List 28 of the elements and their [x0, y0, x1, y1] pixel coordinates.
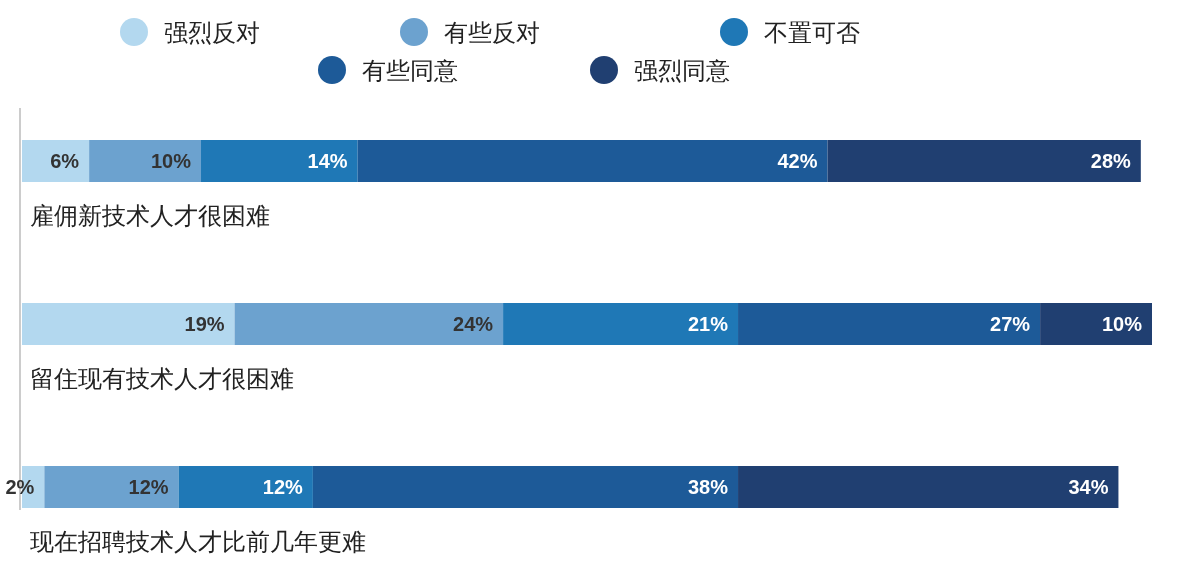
- data-label: 21%: [688, 313, 729, 335]
- legend-label: 有些反对: [444, 19, 540, 46]
- data-label: 14%: [307, 150, 348, 172]
- data-label: 27%: [990, 313, 1031, 335]
- data-label: 2%: [5, 476, 35, 498]
- data-label: 24%: [453, 313, 494, 335]
- data-label: 10%: [1101, 313, 1143, 335]
- legend-item: 不置可否: [720, 18, 860, 46]
- legend-label: 强烈同意: [634, 57, 730, 84]
- legend-item: 强烈反对: [120, 18, 260, 46]
- legend-item: 强烈同意: [590, 56, 730, 84]
- legend-item: 有些同意: [318, 56, 458, 84]
- legend-label: 强烈反对: [164, 19, 260, 46]
- y-tick-label: 留住现有技术人才很困难: [30, 365, 294, 392]
- y-tick-label: 雇佣新技术人才很困难: [30, 202, 270, 229]
- data-label: 10%: [150, 150, 192, 172]
- y-tick-label: 现在招聘技术人才比前几年更难: [30, 528, 366, 555]
- data-label: 12%: [128, 476, 169, 498]
- data-label: 19%: [184, 313, 225, 335]
- data-label: 6%: [50, 150, 80, 172]
- legend-label: 有些同意: [362, 57, 458, 84]
- data-label: 34%: [1068, 476, 1109, 498]
- data-label: 42%: [777, 150, 818, 172]
- data-label: 28%: [1090, 150, 1132, 172]
- legend-item: 有些反对: [400, 18, 540, 46]
- data-label: 12%: [262, 476, 304, 498]
- data-label: 38%: [688, 476, 729, 498]
- legend-label: 不置可否: [764, 19, 860, 46]
